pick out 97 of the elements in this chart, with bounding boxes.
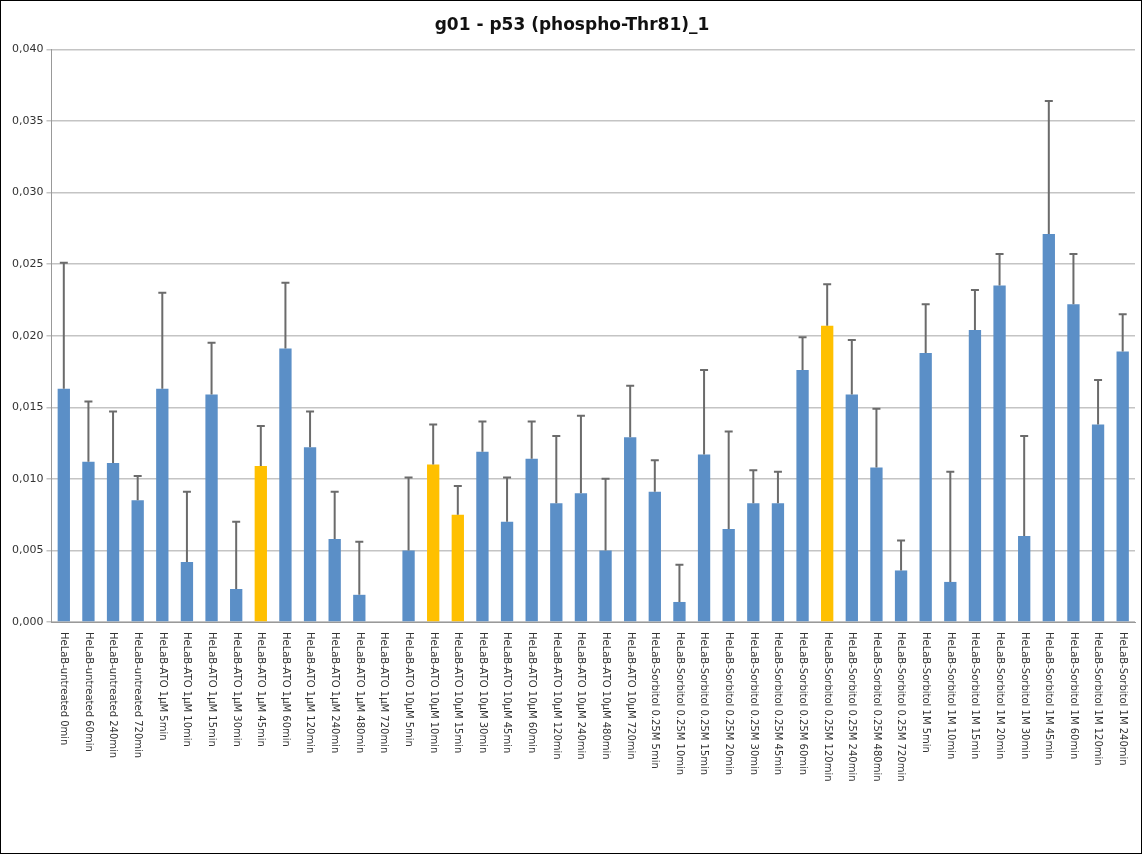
x-tick-label: HeLaB-Sorbitol 0.25M 240min — [847, 632, 859, 782]
bar — [919, 352, 932, 622]
bar — [451, 514, 464, 622]
bar — [279, 348, 292, 622]
bar — [205, 394, 218, 622]
x-tick-label: HeLaB-ATO 10µM 45min — [502, 632, 514, 754]
x-tick-label: HeLaB-Sorbitol 0.25M 20min — [724, 632, 736, 776]
bar — [303, 447, 317, 622]
y-tick-label: 0,000 — [11, 614, 44, 628]
x-tick-label: HeLaB-Sorbitol 0.25M 10min — [674, 632, 686, 776]
bar — [845, 394, 858, 622]
x-tick-label: HeLaB-ATO 10µM 5min — [403, 632, 415, 747]
bar — [1067, 304, 1080, 622]
bar — [1091, 424, 1105, 622]
bar — [230, 589, 243, 622]
bar — [697, 454, 711, 622]
bar — [821, 325, 834, 622]
y-tick-label: 0,040 — [11, 42, 44, 56]
x-tick-label: HeLaB-untreated 240min — [108, 632, 120, 759]
x-tick-label: HeLaB-ATO 1µM 30min — [231, 632, 243, 747]
y-tick-label: 0,035 — [11, 113, 44, 127]
y-tick-label: 0,005 — [11, 543, 44, 557]
y-tick-label: 0,010 — [11, 471, 44, 485]
bar — [525, 458, 538, 622]
bar — [82, 461, 95, 622]
y-tick-label: 0,020 — [11, 328, 44, 342]
x-tick-label: HeLaB-Sorbitol 1M 20min — [994, 632, 1006, 760]
bar — [402, 550, 415, 622]
x-tick-label: HeLaB-Sorbitol 1M 120min — [1093, 632, 1105, 766]
bar — [254, 465, 267, 622]
x-tick-label: HeLaB-ATO 10µM 15min — [453, 632, 465, 754]
x-tick-label: HeLaB-ATO 1µM 240min — [330, 632, 342, 754]
bar — [968, 329, 982, 622]
x-tick-label: HeLaB-ATO 1µM 15min — [206, 632, 218, 747]
x-tick-label: HeLaB-Sorbitol 0.25M 30min — [748, 632, 760, 776]
bar — [328, 538, 341, 622]
bar — [574, 493, 588, 622]
bar — [993, 285, 1006, 622]
x-tick-label: HeLaB-ATO 10µM 120min — [551, 632, 563, 760]
x-tick-label: HeLaB-Sorbitol 0.25M 5min — [650, 632, 662, 769]
bar — [1116, 351, 1129, 622]
x-tick-label: HeLaB-Sorbitol 1M 30min — [1019, 632, 1031, 760]
bar — [722, 528, 735, 622]
y-tick-label: 0,025 — [11, 256, 44, 270]
bar — [673, 601, 686, 622]
bar — [599, 550, 612, 622]
x-tick-label: HeLaB-Sorbitol 1M 60min — [1068, 632, 1080, 760]
bar — [476, 451, 489, 622]
x-tick-label: HeLaB-Sorbitol 0.25M 60min — [797, 632, 809, 776]
bar — [944, 581, 957, 622]
x-tick-label: HeLaB-ATO 1µM 480min — [354, 632, 366, 754]
bar — [747, 503, 760, 622]
bar — [131, 500, 144, 622]
x-tick-label: HeLaB-ATO 1µM 45min — [256, 632, 268, 747]
bar — [427, 464, 440, 622]
x-tick-label: HeLaB-ATO 1µM 10min — [182, 632, 194, 747]
bar — [57, 388, 70, 622]
x-tick-label: HeLaB-ATO 10µM 30min — [477, 632, 489, 754]
bar — [894, 570, 908, 622]
x-tick-label: HeLaB-Sorbitol 0.25M 120min — [822, 632, 834, 782]
bar — [771, 503, 785, 622]
x-tick-label: HeLaB-Sorbitol 1M 15min — [970, 632, 982, 760]
bar — [870, 467, 883, 622]
x-tick-label: HeLaB-ATO 10µM 60min — [527, 632, 539, 754]
bar — [106, 463, 120, 622]
x-tick-label: HeLaB-untreated 60min — [83, 632, 95, 752]
bar — [156, 388, 169, 622]
x-tick-label: HeLaB-ATO 10µM 10min — [428, 632, 440, 754]
x-tick-label: HeLaB-Sorbitol 1M 240min — [1118, 632, 1130, 766]
x-tick-label: HeLaB-Sorbitol 0.25M 15min — [699, 632, 711, 776]
chart-title: g01 - p53 (phospho-Thr81)_1 — [434, 13, 710, 34]
x-tick-label: HeLaB-untreated 720min — [133, 632, 145, 759]
bar — [648, 491, 661, 622]
x-tick-label: HeLaB-Sorbitol 1M 45min — [1044, 632, 1056, 760]
x-tick-label: HeLaB-Sorbitol 0.25M 720min — [896, 632, 908, 782]
bar — [624, 437, 637, 622]
x-tick-label: HeLaB-Sorbitol 1M 5min — [921, 632, 933, 753]
x-tick-label: HeLaB-ATO 1µM 720min — [379, 632, 391, 754]
bar — [796, 370, 809, 622]
bar — [550, 503, 563, 622]
x-tick-label: HeLaB-ATO 10µM 720min — [625, 632, 637, 760]
x-tick-label: HeLaB-untreated 0min — [59, 632, 71, 746]
y-tick-label: 0,015 — [11, 400, 44, 414]
bar — [1018, 536, 1031, 622]
x-tick-label: HeLaB-ATO 1µM 5min — [157, 632, 169, 741]
x-tick-label: HeLaB-ATO 1µM 60min — [280, 632, 292, 747]
bar — [180, 561, 194, 622]
x-tick-label: HeLaB-ATO 1µM 120min — [305, 632, 317, 754]
x-tick-label: HeLaB-ATO 10µM 480min — [600, 632, 612, 760]
y-tick-label: 0,030 — [11, 185, 44, 199]
x-tick-label: HeLaB-Sorbitol 0.25M 480min — [871, 632, 883, 782]
x-tick-label: HeLaB-ATO 10µM 240min — [576, 632, 588, 760]
bar — [500, 521, 514, 622]
x-tick-label: HeLaB-Sorbitol 1M 10min — [945, 632, 957, 760]
bar — [353, 594, 366, 622]
x-tick-label: HeLaB-Sorbitol 0.25M 45min — [773, 632, 785, 776]
bar — [1042, 234, 1055, 622]
